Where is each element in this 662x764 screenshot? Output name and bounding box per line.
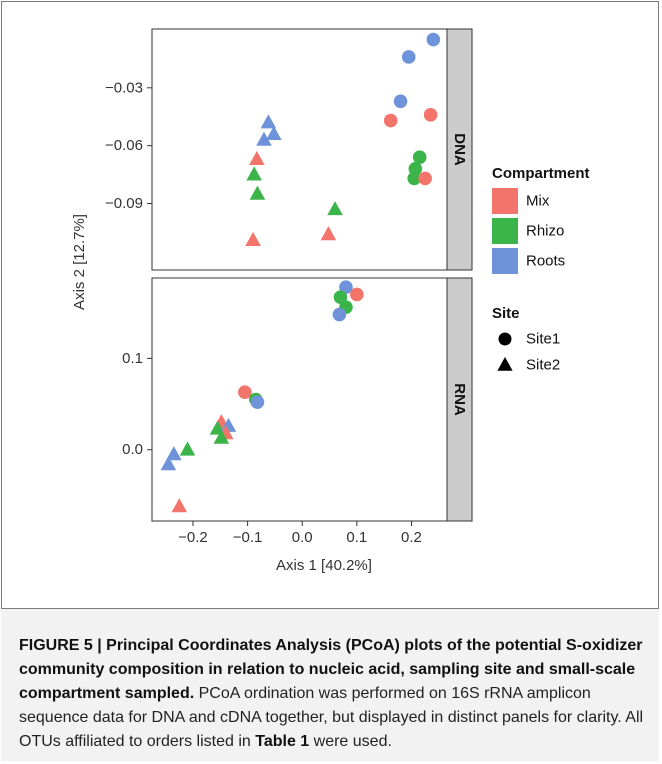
legend-compartment-items: Mix Rhizo Roots — [492, 188, 565, 274]
legend-swatch-rhizo — [492, 218, 518, 244]
dna-point — [249, 150, 265, 166]
rna-strip-label: RNA — [451, 383, 468, 416]
caption-box — [1, 608, 659, 761]
rna-point — [179, 441, 196, 456]
dna-point — [393, 94, 408, 109]
dna-point — [246, 166, 262, 181]
rna-point — [350, 287, 364, 302]
dna-strip — [446, 28, 473, 271]
x-axis-title: Axis 1 [40.2%] — [276, 557, 372, 574]
legend-site-items: Site1 Site2 — [497, 331, 560, 374]
legend-swatch-roots — [492, 248, 518, 274]
rna-point — [166, 446, 182, 461]
dna-point — [418, 171, 432, 186]
rna-point — [238, 385, 252, 399]
x-tick-label: 0.1 — [346, 529, 367, 546]
dna-point — [256, 131, 272, 146]
caption-title: Principal Coordinates Analysis (PCoA) pl… — [19, 637, 643, 702]
pcoa-chart: −0.03 −0.06 −0.09 DNA 0.1 0.0 RNA −0.2 −0.1 0… — [71, 28, 590, 574]
rna-point — [339, 280, 353, 294]
rna-panel: 0.1 0.0 RNA — [122, 277, 473, 522]
dna-point — [426, 32, 441, 47]
rna-y-tick-label: 0.1 — [122, 350, 143, 367]
rna-point — [250, 395, 265, 410]
legend-label-site1: Site1 — [526, 331, 560, 348]
rna-point — [333, 290, 348, 304]
rna-points — [160, 280, 364, 513]
y-axis-title: Axis 2 [12.7%] — [71, 214, 88, 310]
figure-caption: FIGURE 5 | Principal Coordinates Analysi… — [19, 634, 644, 754]
dna-point — [423, 107, 438, 122]
rna-point — [213, 429, 230, 444]
rna-plot-area — [151, 277, 448, 522]
dna-y-ticks: −0.03 −0.06 −0.09 — [105, 79, 152, 212]
caption-body-2: were used. — [309, 733, 392, 750]
legend-label-roots: Roots — [526, 253, 565, 270]
dna-point — [401, 50, 416, 64]
dna-point — [249, 185, 266, 200]
legend-compartment-title: Compartment — [492, 165, 590, 182]
x-tick-label: −0.2 — [178, 529, 208, 546]
legend-site1-marker — [498, 332, 512, 346]
dna-strip-label: DNA — [451, 133, 468, 166]
dna-point — [327, 201, 343, 216]
legend-site-title: Site — [492, 305, 520, 322]
dna-point — [407, 171, 422, 186]
rna-point — [171, 498, 188, 513]
rna-y-ticks: 0.1 0.0 — [122, 350, 152, 458]
legend-label-rhizo: Rhizo — [526, 223, 564, 240]
rna-point — [332, 307, 347, 322]
rna-y-tick-label: 0.0 — [122, 441, 143, 458]
dna-y-tick-label: −0.03 — [105, 79, 143, 96]
legend-label-mix: Mix — [526, 193, 550, 210]
dna-point — [383, 113, 398, 128]
rna-strip — [446, 277, 473, 522]
legend-site2-marker — [497, 357, 513, 371]
dna-point — [266, 125, 282, 140]
dna-points — [245, 32, 441, 247]
caption-label: FIGURE 5 | — [19, 637, 107, 654]
dna-point — [260, 114, 277, 129]
dna-panel: −0.03 −0.06 −0.09 DNA — [105, 28, 473, 271]
x-tick-label: −0.1 — [233, 529, 263, 546]
x-axis-ticks: −0.2 −0.1 0.0 0.1 0.2 — [178, 521, 422, 546]
legend-label-site2: Site2 — [526, 357, 560, 374]
legend-swatch-mix — [492, 188, 518, 214]
x-tick-label: 0.2 — [401, 529, 422, 546]
caption-body-1: PCoA ordination was performed on 16S rRN… — [19, 685, 644, 750]
dna-y-tick-label: −0.09 — [105, 195, 143, 212]
dna-point — [245, 231, 261, 247]
caption-table-ref: Table 1 — [255, 733, 310, 750]
dna-y-tick-label: −0.06 — [105, 137, 143, 154]
x-tick-label: 0.0 — [292, 529, 313, 546]
dna-plot-area — [151, 28, 448, 271]
dna-point — [412, 150, 427, 165]
rna-point — [160, 456, 177, 471]
dna-point — [320, 226, 337, 241]
